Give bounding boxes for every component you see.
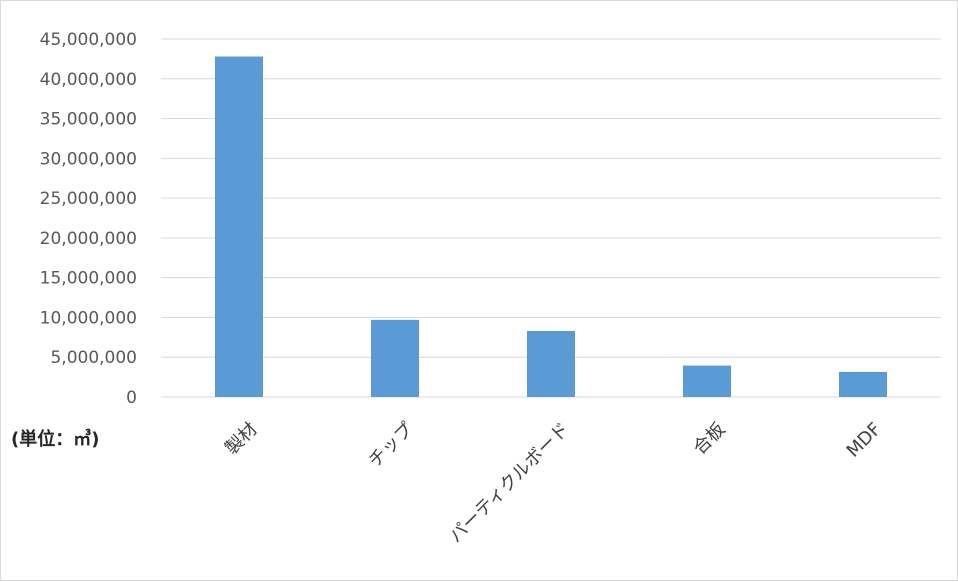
y-tick-label: 5,000,000 (50, 348, 137, 368)
y-axis-tick-labels: 0 5,000,000 10,000,000 15,000,000 20,000,000… (40, 30, 137, 408)
x-category-label: パーティクルボード (445, 419, 573, 547)
y-tick-label: 35,000,000 (40, 110, 137, 130)
y-tick-label: 40,000,000 (40, 70, 137, 90)
y-axis-unit-label: (単位：㎥) (11, 428, 99, 450)
x-axis-category-labels: 製材 チップ パーティクルボード 合板 MDF (221, 419, 885, 547)
y-tick-label: 0 (126, 388, 137, 408)
x-category-label: MDF (843, 419, 886, 462)
gridlines (161, 38, 941, 398)
x-category-label: チップ (365, 419, 418, 472)
bars (215, 56, 887, 397)
bar (683, 365, 731, 397)
x-category-label: 製材 (221, 419, 261, 459)
x-category-label: 合板 (689, 419, 729, 459)
y-tick-label: 45,000,000 (40, 30, 137, 50)
y-tick-label: 30,000,000 (40, 149, 137, 169)
y-tick-label: 10,000,000 (40, 308, 137, 328)
y-tick-label: 20,000,000 (40, 229, 137, 249)
y-tick-label: 15,000,000 (40, 269, 137, 289)
bar (527, 330, 575, 397)
bar (371, 319, 419, 397)
bar (839, 371, 887, 397)
y-tick-label: 25,000,000 (40, 189, 137, 209)
bar (215, 56, 263, 397)
